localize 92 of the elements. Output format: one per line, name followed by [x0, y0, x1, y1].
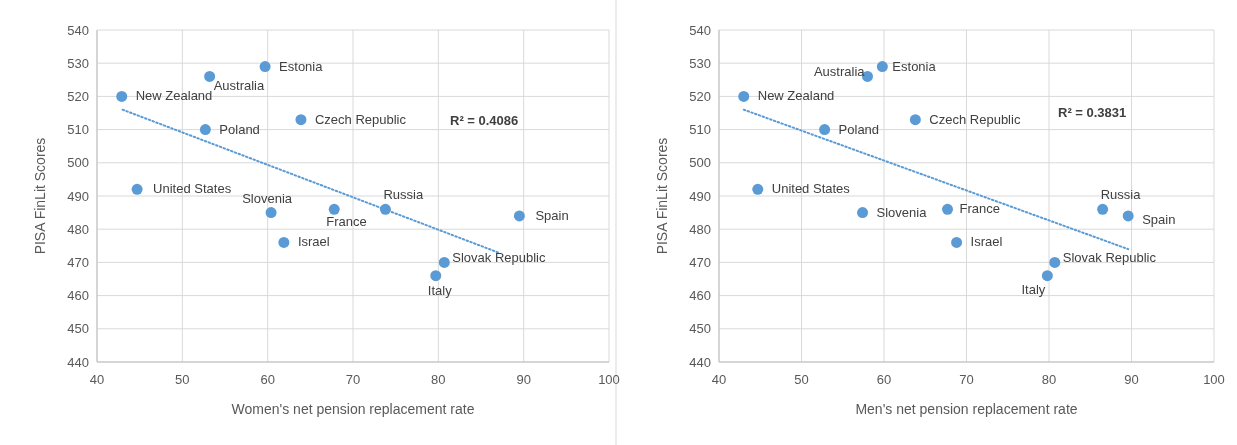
x-tick-label: 60 — [876, 372, 892, 387]
point — [116, 90, 128, 102]
y-tick-label: 480 — [689, 221, 711, 237]
y-tick-label: 480 — [67, 221, 89, 237]
annotation: Russia — [1100, 187, 1142, 203]
x-tick-label: 90 — [516, 372, 531, 387]
y-tick-label: 470 — [67, 254, 89, 270]
annotation: Australia — [213, 78, 265, 94]
annotation: Czech Republic — [314, 111, 407, 127]
y-tick-label: 450 — [67, 321, 89, 337]
y-tick-label: 460 — [67, 288, 89, 304]
point — [430, 270, 442, 282]
point — [752, 183, 764, 195]
point — [1122, 210, 1134, 222]
annotation: Italy — [427, 282, 453, 298]
point — [819, 124, 831, 136]
annotation: Slovak Republic — [1062, 250, 1157, 266]
point — [942, 203, 954, 215]
point — [295, 114, 307, 126]
y-axis-title: PISA FinLit Scores — [654, 137, 670, 255]
point — [876, 61, 888, 73]
annotation: Slovak Republic — [452, 250, 547, 266]
annotation: R² = 0.3831 — [1058, 105, 1127, 120]
point — [259, 61, 271, 73]
point — [328, 203, 340, 215]
point — [1049, 256, 1061, 268]
annotation: United States — [771, 181, 851, 197]
x-tick-label: 60 — [260, 372, 275, 387]
y-tick-label: 450 — [689, 321, 711, 337]
y-tick-label: 510 — [67, 122, 89, 138]
x-tick-label: 80 — [1041, 372, 1057, 387]
x-tick-label: 100 — [1203, 372, 1225, 387]
x-tick-label: 80 — [431, 372, 446, 387]
annotation: R² = 0.4086 — [450, 113, 519, 128]
annotation: France — [959, 201, 1000, 217]
x-tick-label: 70 — [345, 372, 361, 387]
point — [278, 236, 290, 248]
y-tick-label: 490 — [689, 188, 711, 204]
annotation: Spain — [535, 207, 569, 223]
point — [199, 124, 211, 136]
annotation: Czech Republic — [929, 111, 1021, 127]
annotation: Poland — [838, 121, 880, 137]
point — [1097, 203, 1109, 215]
x-tick-label: 50 — [794, 372, 809, 387]
annotation: Italy — [1021, 281, 1046, 297]
y-tick-label: 440 — [689, 354, 711, 370]
point — [738, 90, 750, 102]
y-tick-label: 460 — [689, 288, 711, 304]
x-tick-label: 40 — [89, 372, 105, 387]
x-tick-label: 90 — [1124, 372, 1139, 387]
y-tick-label: 500 — [689, 155, 711, 171]
y-tick-label: 490 — [67, 188, 89, 204]
y-axis-title: PISA FinLit Scores — [32, 137, 48, 255]
annotation: Poland — [219, 121, 260, 137]
y-tick-label: 540 — [689, 22, 711, 38]
x-axis-title: Women's net pension replacement rate — [231, 401, 475, 417]
x-axis-title: Men's net pension replacement rate — [855, 401, 1078, 417]
annotation: Israel — [970, 234, 1003, 250]
point — [438, 256, 450, 268]
point — [265, 207, 277, 219]
point — [1041, 270, 1053, 282]
annotation: Slovenia — [876, 204, 928, 220]
annotation: Israel — [297, 234, 330, 250]
annotation: Slovenia — [242, 190, 293, 206]
annotation: New Zealand — [135, 88, 213, 104]
y-tick-label: 520 — [67, 88, 89, 104]
annotation: Spain — [1142, 211, 1176, 227]
x-tick-label: 50 — [175, 372, 190, 387]
point — [857, 207, 869, 219]
y-tick-label: 540 — [67, 22, 89, 38]
point — [513, 210, 525, 222]
point — [204, 70, 216, 82]
y-tick-label: 520 — [689, 88, 711, 104]
y-tick-label: 530 — [67, 55, 89, 71]
x-tick-label: 70 — [959, 372, 974, 387]
annotation: Russia — [383, 187, 424, 203]
y-tick-label: 500 — [67, 155, 89, 171]
annotation: Australia — [813, 64, 866, 80]
annotation: France — [326, 214, 367, 230]
annotation: Estonia — [279, 58, 324, 74]
x-tick-label: 40 — [711, 372, 727, 387]
y-tick-label: 530 — [689, 55, 711, 71]
point — [951, 236, 963, 248]
point — [131, 183, 143, 195]
point — [909, 114, 921, 126]
x-tick-label: 100 — [598, 372, 620, 387]
y-tick-label: 440 — [67, 354, 89, 370]
annotation: Estonia — [892, 58, 937, 74]
annotation: United States — [153, 181, 232, 197]
annotation: New Zealand — [757, 88, 835, 104]
y-tick-label: 470 — [689, 254, 711, 270]
y-tick-label: 510 — [689, 122, 711, 138]
